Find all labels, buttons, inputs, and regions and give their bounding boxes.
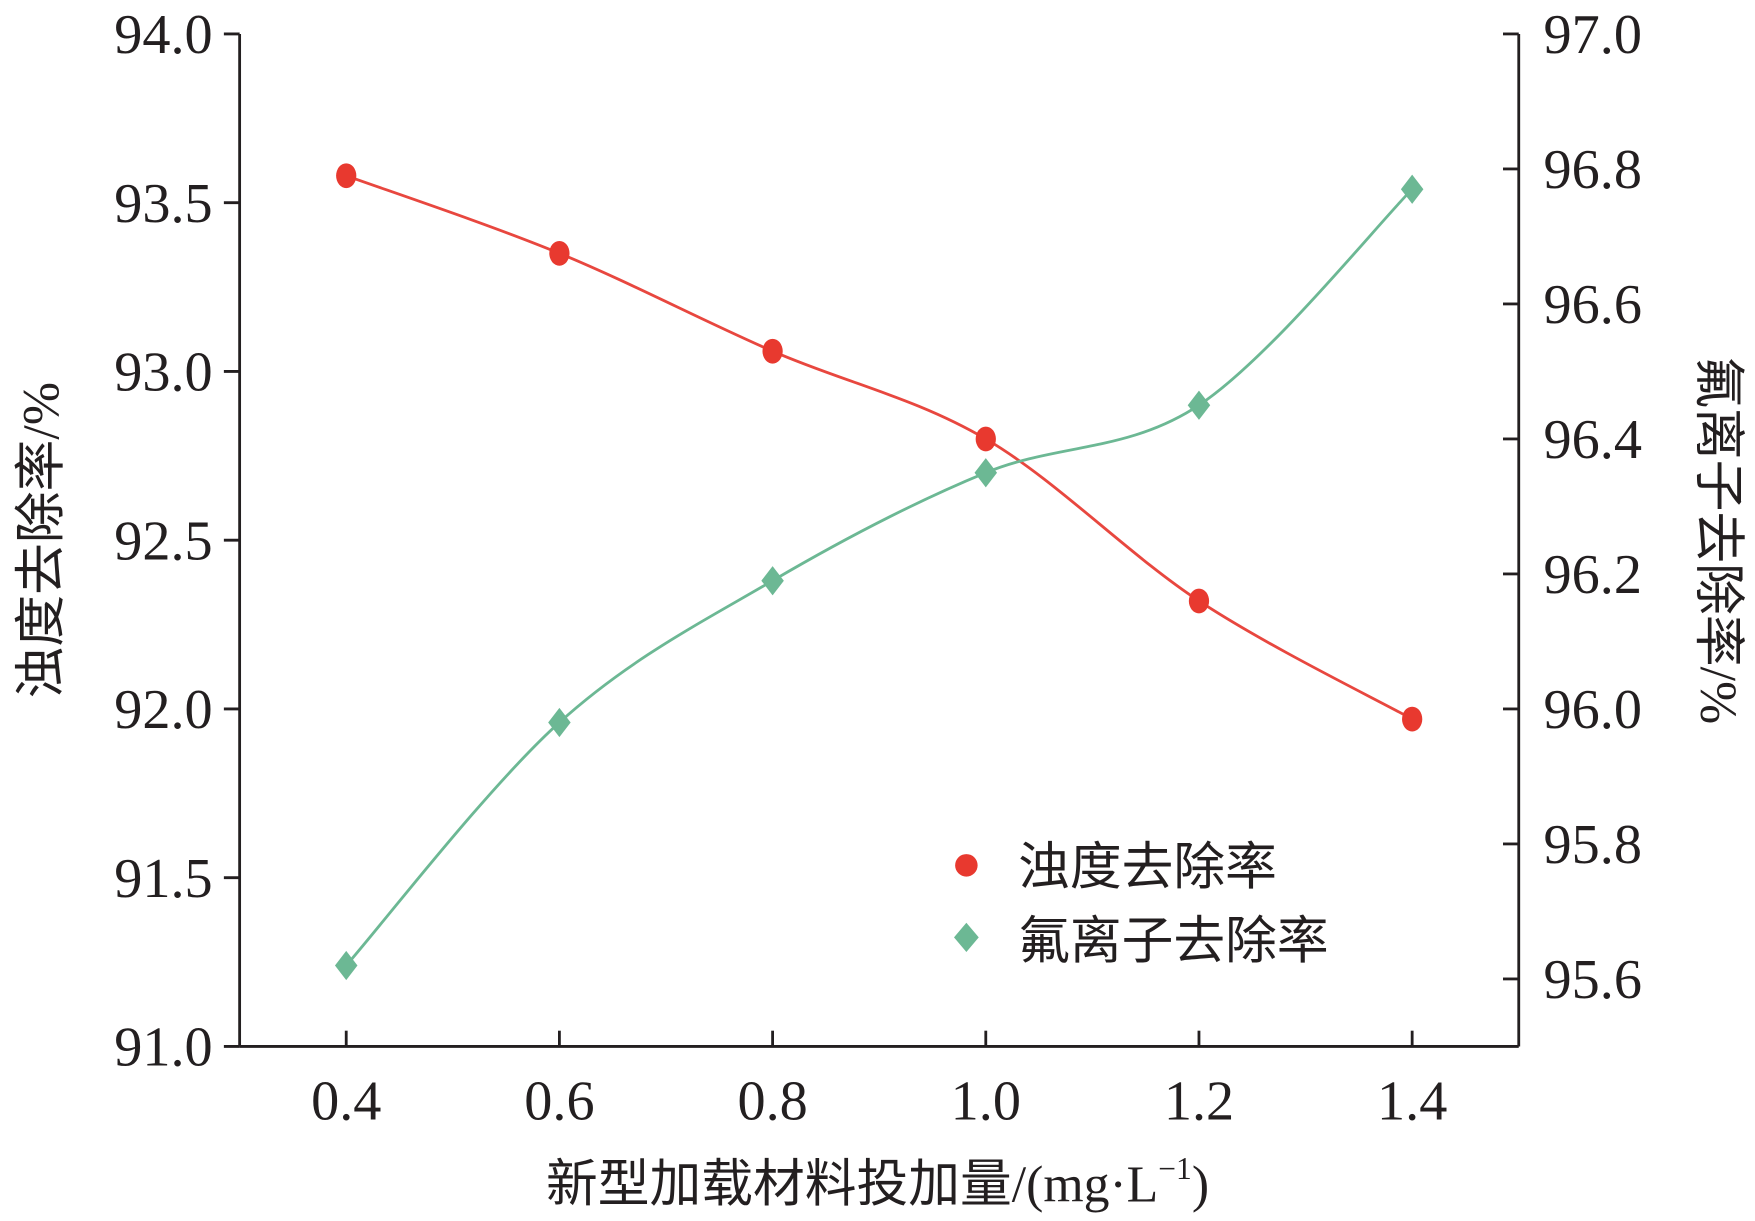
- axes: 0.4 0.6 0.8 1.0 1.2 1.4 91.0 91.5 92.0 92.5 93.0 93…: [114, 4, 1642, 1133]
- y-left-tick-label: 93.0: [114, 342, 212, 404]
- data-point-fluoride: [974, 458, 998, 488]
- series-line-fluoride: [345, 188, 1414, 967]
- data-point-turbidity: [1188, 588, 1210, 614]
- data-point-fluoride: [334, 950, 358, 981]
- y-right-tick-label: 95.8: [1544, 814, 1642, 876]
- x-axis-label: 新型加载材料投加量/(mg·L−1): [546, 1151, 1209, 1214]
- y-left-tick-label: 91.0: [114, 1017, 212, 1079]
- y-left-tick-label: 93.5: [114, 173, 212, 235]
- data-point-turbidity: [762, 338, 783, 364]
- y-left-tick-label: 92.0: [114, 679, 212, 741]
- data-point-turbidity: [975, 426, 996, 452]
- y-right-tick-label: 96.0: [1544, 679, 1642, 741]
- data-point-fluoride: [1400, 174, 1424, 204]
- y-right-tick-label: 96.8: [1544, 139, 1642, 201]
- legend-marker-turbidity: [955, 854, 978, 877]
- y-left-tick-label: 91.5: [114, 848, 212, 910]
- data-point-turbidity: [1402, 706, 1423, 732]
- y-left-tick-label: 92.5: [114, 510, 212, 572]
- data-point-turbidity: [549, 240, 570, 266]
- data-point-fluoride: [1187, 390, 1211, 420]
- y-right-tick-label: 95.6: [1544, 949, 1642, 1011]
- x-axis-label-sup: −1: [1158, 1151, 1192, 1186]
- legend-marker-fluoride: [954, 922, 979, 952]
- x-tick-label: 1.2: [1164, 1071, 1234, 1133]
- y-right-tick-label: 96.4: [1544, 409, 1642, 471]
- y-axis-right-label: 氟离子去除率/%: [1689, 356, 1746, 724]
- x-axis-label-main: 新型加载材料投加量/(mg·L: [546, 1157, 1158, 1214]
- legend: 浊度去除率 氟离子去除率: [954, 839, 1329, 971]
- x-tick-label: 0.8: [737, 1071, 807, 1133]
- data-point-fluoride: [761, 566, 784, 596]
- x-tick-label: 0.4: [311, 1071, 381, 1133]
- x-tick-label: 0.6: [524, 1071, 594, 1133]
- y-right-tick-label: 96.6: [1544, 274, 1642, 336]
- series-line-turbidity: [345, 174, 1413, 721]
- x-tick-label: 1.0: [951, 1071, 1021, 1133]
- y-left-tick-label: 94.0: [114, 4, 212, 66]
- legend-label-fluoride: 氟离子去除率: [1018, 914, 1329, 971]
- series-layer: [334, 163, 1424, 981]
- data-point-turbidity: [336, 163, 357, 189]
- data-point-fluoride: [548, 707, 571, 738]
- y-axis-left-label: 浊度去除率/%: [14, 382, 71, 698]
- legend-label-turbidity: 浊度去除率: [1018, 839, 1277, 896]
- y-right-tick-label: 97.0: [1544, 4, 1642, 66]
- x-tick-label: 1.4: [1377, 1071, 1447, 1133]
- y-right-tick-label: 96.2: [1544, 544, 1642, 606]
- x-axis-label-end: ): [1192, 1157, 1209, 1214]
